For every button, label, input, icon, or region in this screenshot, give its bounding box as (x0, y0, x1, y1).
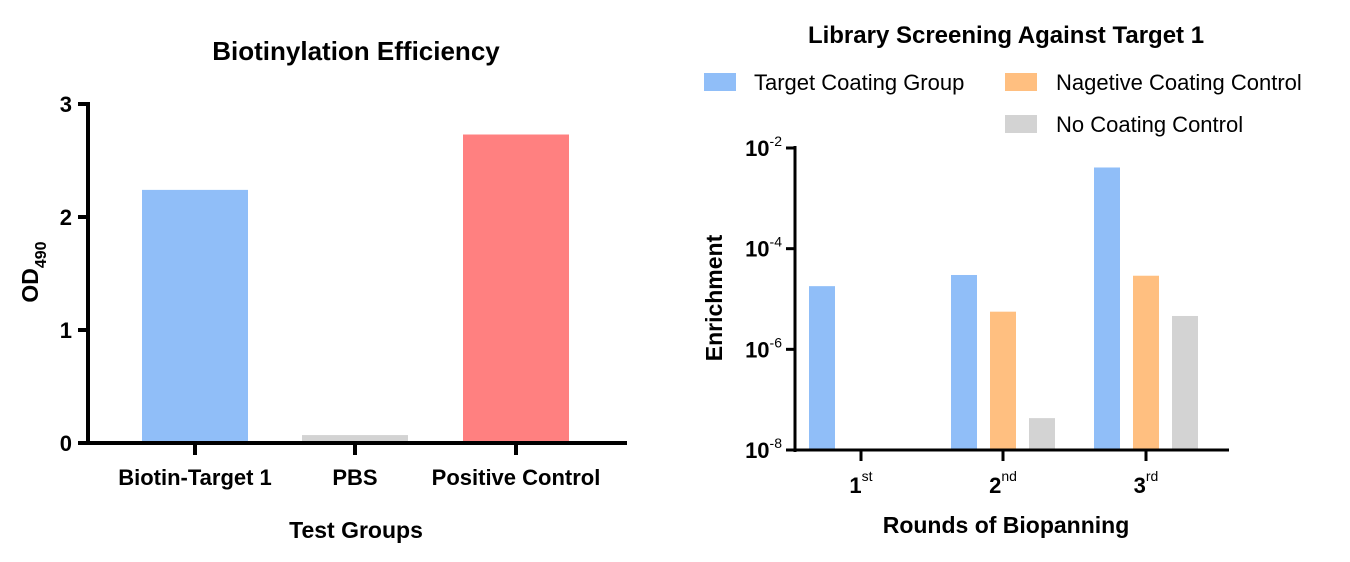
bar-series1-round1 (809, 286, 835, 450)
y-tick-label: 2 (60, 205, 72, 230)
x-tick-label: Positive Control (432, 465, 601, 490)
y-tick-label: 10-4 (745, 234, 782, 262)
y-axis-label: OD490 (17, 241, 50, 302)
legend: Target Coating Group Nagetive Coating Co… (704, 70, 1302, 137)
y-tick-label: 10-8 (745, 435, 782, 463)
x-tick-label: 2nd (989, 468, 1017, 498)
chart-title: Library Screening Against Target 1 (808, 22, 1204, 49)
x-tick-label: PBS (332, 465, 377, 490)
x-axis-label: Test Groups (289, 517, 423, 543)
x-tick-label: Biotin-Target 1 (118, 465, 272, 490)
bar-positive-control (463, 134, 569, 443)
bar-series3-round2 (1029, 418, 1055, 450)
bar-series2-round2 (990, 311, 1016, 450)
x-tick-label: 1st (849, 468, 872, 498)
legend-label: No Coating Control (1056, 112, 1243, 137)
y-tick-label: 10-2 (745, 133, 782, 161)
bar-series1-round2 (951, 274, 977, 450)
chart-title: Biotinylation Efficiency (212, 36, 500, 66)
y-tick-label: 3 (60, 92, 72, 117)
chart-biotinylation: Biotinylation Efficiency 0 1 2 3 Biotin-Tar… (17, 36, 627, 543)
legend-swatch-negative-coating (1005, 73, 1037, 91)
bar-biotin-target-1 (142, 189, 248, 443)
y-axis-label: Enrichment (701, 234, 727, 361)
bar-series3-round3 (1172, 315, 1198, 450)
legend-label: Nagetive Coating Control (1056, 70, 1302, 95)
chart-library-screening: Library Screening Against Target 1 Targe… (701, 22, 1302, 538)
bar-pbs (302, 435, 408, 443)
y-tick-label: 0 (60, 431, 72, 456)
bar-series2-round3 (1133, 275, 1159, 450)
y-tick-label: 10-6 (745, 334, 782, 362)
x-tick-label: 3rd (1134, 468, 1159, 498)
y-tick-label: 1 (60, 318, 72, 343)
x-axis-label: Rounds of Biopanning (883, 512, 1130, 538)
bar-series1-round3 (1094, 167, 1120, 451)
legend-label: Target Coating Group (754, 70, 964, 95)
legend-swatch-no-coating (1005, 115, 1037, 133)
legend-swatch-target-coating (704, 73, 736, 91)
